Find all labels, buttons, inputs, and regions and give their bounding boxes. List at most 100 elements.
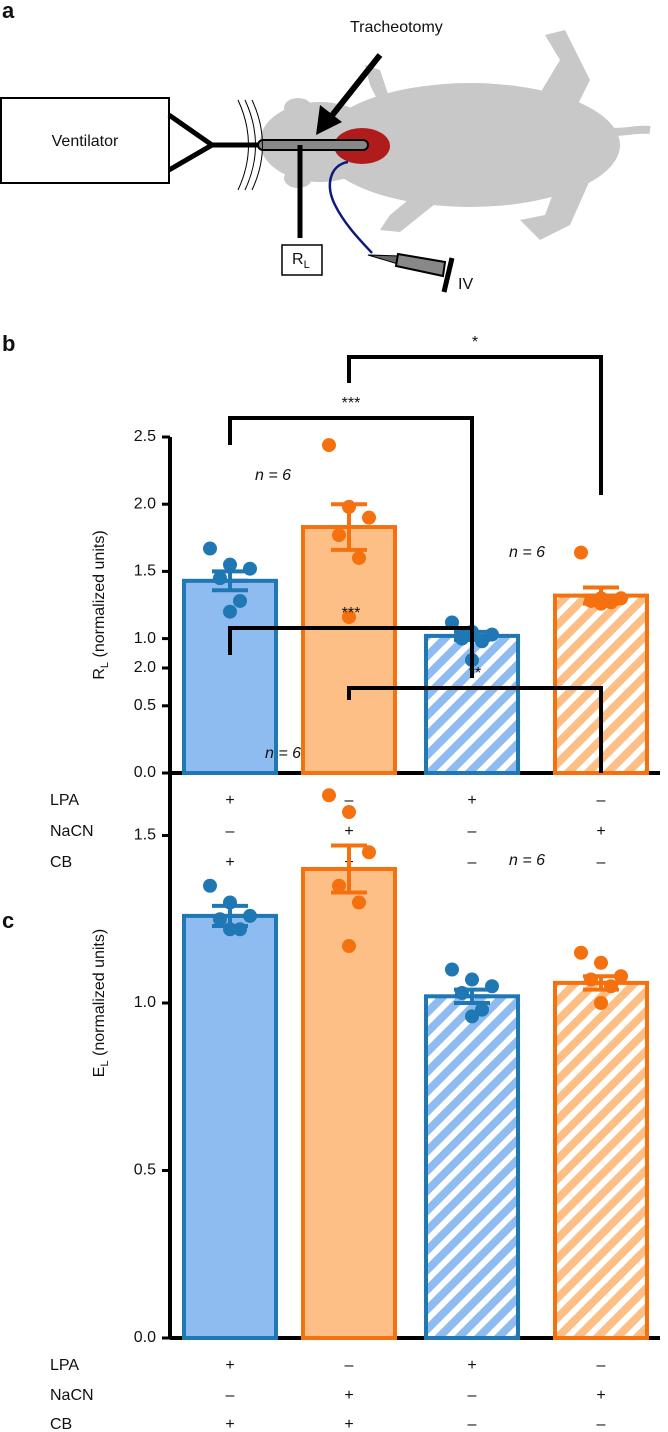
condition-value: +: [225, 1416, 234, 1432]
condition-value: –: [345, 1357, 354, 1374]
data-point: [342, 610, 356, 625]
y-axis-label: E: [91, 1067, 108, 1078]
y-tick-label: 1.5: [134, 563, 156, 580]
condition-value: –: [226, 1387, 235, 1404]
condition-name: CB: [50, 854, 72, 871]
y-axis-label: R: [91, 668, 108, 680]
data-point: [362, 510, 376, 525]
data-point: [342, 805, 356, 820]
y-tick-label: 0.0: [134, 764, 156, 781]
diagram-label: Ventilator: [52, 133, 119, 150]
significance-bracket: [228, 416, 474, 678]
condition-value: +: [344, 823, 353, 840]
data-point: [243, 908, 257, 923]
data-point: [445, 962, 459, 977]
data-point: [574, 545, 588, 560]
bar: [553, 980, 649, 1341]
y-tick-label: 1.5: [134, 827, 156, 844]
data-point: [322, 438, 336, 453]
condition-value: +: [467, 1357, 476, 1374]
y-axis-label: (normalized units): [91, 530, 108, 662]
condition-value: –: [597, 1357, 606, 1374]
diagram-label: IV: [458, 276, 473, 293]
data-point: [465, 972, 479, 987]
condition-value: +: [225, 854, 234, 871]
condition-value: –: [597, 792, 606, 809]
data-point: [223, 604, 237, 619]
diagram-label: R: [292, 251, 304, 268]
y-tick-label: 0.0: [134, 1329, 156, 1346]
condition-value: +: [467, 792, 476, 809]
condition-value: –: [468, 1416, 477, 1432]
diagram-label: L: [304, 259, 310, 271]
y-tick-label: 1.0: [134, 630, 156, 647]
y-axis-label: L: [99, 662, 111, 668]
significance-label: ***: [342, 395, 361, 412]
n-label: n = 6: [265, 745, 301, 762]
condition-value: –: [468, 1387, 477, 1404]
condition-value: –: [226, 823, 235, 840]
significance-label: *: [472, 334, 478, 351]
data-point: [352, 895, 366, 910]
data-point: [322, 788, 336, 803]
significance-bracket: [347, 355, 603, 495]
data-point: [352, 550, 366, 565]
bar: [301, 525, 397, 775]
diagram-label: RL: [292, 251, 310, 271]
panel-label: b: [2, 331, 15, 356]
data-point: [445, 615, 459, 630]
panel-label: c: [2, 908, 14, 933]
y-tick-label: 2.0: [134, 495, 156, 512]
condition-value: +: [225, 1357, 234, 1374]
condition-name: LPA: [50, 1357, 79, 1374]
n-label: n = 6: [509, 852, 545, 869]
n-label: n = 6: [509, 544, 545, 561]
condition-name: NaCN: [50, 823, 94, 840]
data-point: [594, 996, 608, 1010]
y-tick-label: 2.5: [134, 428, 156, 445]
panel-label: a: [2, 0, 15, 23]
bar: [182, 913, 278, 1341]
significance-label: ***: [342, 605, 361, 622]
significance-bracket: [347, 686, 603, 773]
data-point: [362, 845, 376, 860]
diagram-label: Tracheotomy: [350, 19, 443, 36]
data-point: [465, 1009, 479, 1024]
data-point: [475, 1002, 489, 1017]
condition-value: +: [344, 1387, 353, 1404]
data-point: [614, 969, 628, 984]
data-point: [332, 878, 346, 893]
data-point: [233, 593, 247, 608]
y-axis-label: EL (normalized units): [91, 929, 111, 1077]
significance-bracket: [228, 626, 474, 655]
condition-value: –: [345, 792, 354, 809]
condition-value: –: [468, 823, 477, 840]
n-label: n = 6: [255, 467, 291, 484]
condition-name: NaCN: [50, 1387, 94, 1404]
condition-value: +: [596, 823, 605, 840]
data-point: [223, 557, 237, 572]
y-axis-label: RL (normalized units): [91, 530, 111, 679]
data-point: [203, 541, 217, 556]
data-point: [342, 939, 356, 954]
y-axis-label: L: [99, 1060, 111, 1066]
condition-value: +: [344, 1416, 353, 1432]
data-point: [203, 878, 217, 893]
condition-value: –: [597, 854, 606, 871]
y-tick-label: 0.5: [134, 697, 156, 714]
data-point: [332, 528, 346, 543]
condition-value: –: [468, 854, 477, 871]
y-tick-label: 2.0: [134, 659, 156, 676]
significance-label: **: [469, 665, 481, 682]
condition-value: –: [597, 1416, 606, 1432]
bar: [424, 994, 520, 1340]
data-point: [574, 945, 588, 960]
y-tick-label: 0.5: [134, 1162, 156, 1179]
condition-name: CB: [50, 1416, 72, 1432]
condition-value: +: [596, 1387, 605, 1404]
y-axis-label: (normalized units): [91, 929, 108, 1061]
condition-value: +: [225, 792, 234, 809]
y-tick-label: 1.0: [134, 994, 156, 1011]
condition-name: LPA: [50, 792, 79, 809]
